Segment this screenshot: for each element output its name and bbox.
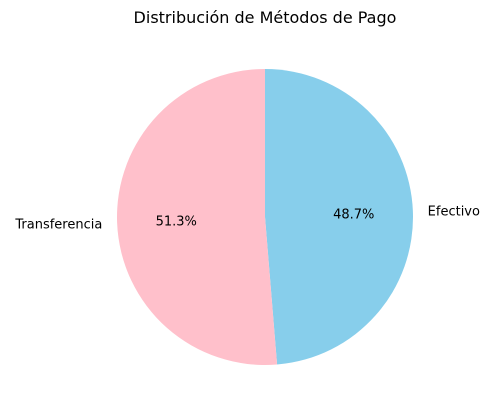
slice-pct-transferencia: 51.3% — [156, 215, 197, 230]
slice-label-transferencia: Transferencia — [14, 218, 102, 233]
chart-title: Distribución de Métodos de Pago — [134, 8, 397, 27]
slice-pct-efectivo: 48.7% — [333, 207, 374, 222]
slice-label-efectivo: Efectivo — [428, 204, 480, 219]
pie-slice-transferencia — [117, 69, 277, 365]
